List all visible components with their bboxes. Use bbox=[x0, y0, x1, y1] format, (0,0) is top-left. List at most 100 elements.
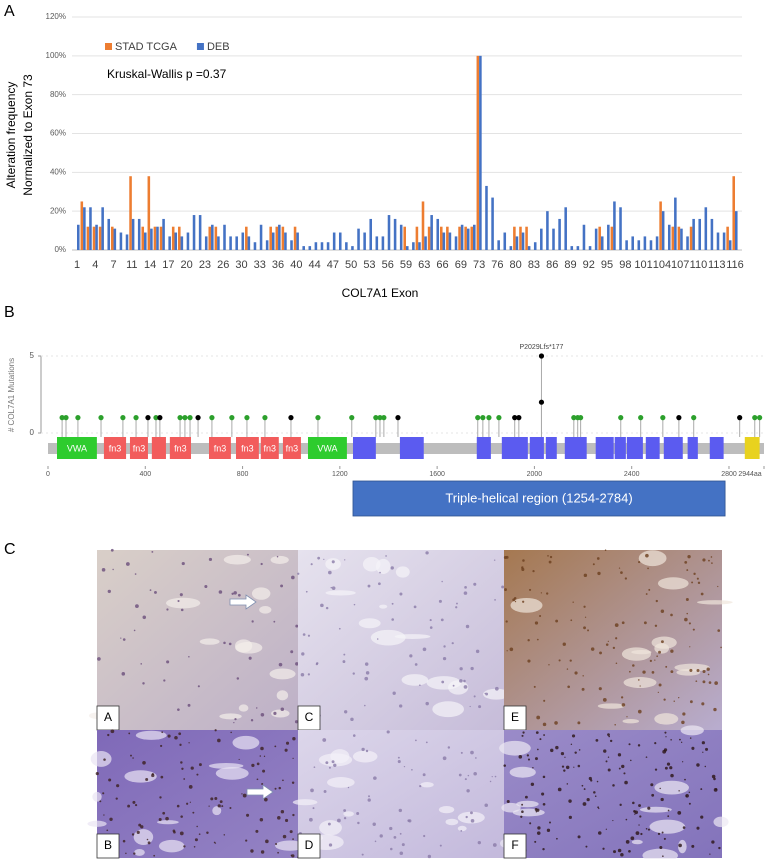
nucleus bbox=[529, 822, 532, 825]
nucleus bbox=[599, 651, 602, 655]
nucleus bbox=[425, 741, 428, 744]
nucleus bbox=[684, 778, 686, 781]
gland bbox=[713, 816, 729, 828]
nucleus bbox=[670, 670, 674, 674]
x-tick-label: 59 bbox=[400, 259, 412, 271]
gland bbox=[158, 839, 185, 853]
bar bbox=[430, 215, 433, 250]
nucleus bbox=[214, 729, 217, 732]
mutation-point bbox=[120, 415, 126, 421]
x-tick-label: 47 bbox=[327, 259, 339, 271]
mutation-point bbox=[98, 415, 104, 421]
x-tick-label: 2000 bbox=[527, 471, 543, 478]
nucleus bbox=[637, 744, 641, 747]
bar bbox=[159, 226, 163, 250]
nucleus bbox=[619, 803, 622, 807]
bar bbox=[716, 232, 720, 250]
nucleus bbox=[397, 760, 401, 764]
nucleus bbox=[230, 731, 232, 734]
bar bbox=[655, 236, 659, 250]
mutation-point bbox=[752, 415, 758, 421]
nucleus bbox=[557, 787, 562, 792]
arrow bbox=[246, 784, 274, 800]
nucleus bbox=[527, 659, 531, 663]
nucleus bbox=[503, 764, 506, 767]
gland bbox=[319, 820, 342, 836]
nucleus bbox=[151, 550, 154, 553]
domain-label: fn3 bbox=[214, 443, 227, 453]
nucleus bbox=[691, 581, 694, 584]
nucleus bbox=[620, 696, 624, 699]
nucleus bbox=[330, 586, 333, 589]
nucleus bbox=[546, 592, 549, 595]
bar bbox=[476, 55, 480, 251]
bar bbox=[619, 207, 622, 250]
nucleus bbox=[323, 558, 325, 560]
nucleus bbox=[657, 832, 661, 836]
nucleus bbox=[259, 755, 262, 757]
nucleus bbox=[142, 682, 145, 685]
domain-label: fn3 bbox=[264, 443, 277, 453]
nucleus bbox=[467, 774, 470, 777]
image-label: E bbox=[511, 710, 519, 724]
gland bbox=[358, 618, 381, 629]
mutation-point bbox=[638, 415, 644, 421]
gland bbox=[621, 647, 652, 661]
domain bbox=[614, 437, 626, 459]
nucleus bbox=[274, 787, 277, 790]
nucleus bbox=[160, 775, 164, 779]
nucleus bbox=[509, 647, 514, 652]
gland bbox=[438, 806, 455, 814]
nucleus bbox=[670, 739, 672, 741]
nucleus bbox=[188, 655, 190, 658]
nucleus bbox=[639, 815, 642, 818]
nucleus bbox=[166, 660, 170, 664]
nucleus bbox=[343, 809, 347, 812]
gland bbox=[516, 800, 539, 808]
nucleus bbox=[176, 804, 180, 808]
nucleus bbox=[292, 838, 294, 840]
nucleus bbox=[179, 831, 184, 836]
nucleus bbox=[514, 600, 517, 603]
nucleus bbox=[284, 748, 288, 752]
region-label: Triple-helical region (1254-2784) bbox=[445, 490, 632, 505]
nucleus bbox=[238, 758, 240, 761]
nucleus bbox=[278, 786, 282, 790]
x-tick-label: 14 bbox=[144, 259, 156, 271]
bar bbox=[284, 232, 287, 250]
nucleus bbox=[174, 736, 178, 740]
gland bbox=[270, 555, 289, 564]
nucleus bbox=[214, 842, 217, 844]
bar bbox=[281, 226, 285, 250]
bar bbox=[223, 224, 226, 250]
bar bbox=[110, 226, 114, 250]
nucleus bbox=[645, 756, 648, 758]
mutation-point bbox=[512, 415, 518, 421]
nucleus bbox=[399, 592, 403, 596]
nucleus bbox=[556, 837, 558, 840]
gland bbox=[370, 629, 406, 646]
nucleus bbox=[256, 762, 260, 766]
bar bbox=[513, 226, 516, 250]
domain-label: VWA bbox=[317, 443, 337, 453]
bar bbox=[393, 218, 397, 250]
nucleus bbox=[290, 650, 294, 654]
mutation-point bbox=[660, 415, 666, 421]
nucleus bbox=[429, 626, 433, 629]
nucleus bbox=[228, 642, 232, 646]
bar bbox=[594, 228, 598, 250]
nucleus bbox=[665, 665, 668, 668]
bar bbox=[198, 215, 202, 250]
domain-label: fn3 bbox=[286, 443, 299, 453]
nucleus bbox=[134, 573, 137, 575]
nucleus bbox=[485, 692, 489, 696]
y-axis-title: Normalized to Exon 73 bbox=[21, 74, 35, 196]
nucleus bbox=[522, 559, 525, 562]
gland bbox=[269, 668, 296, 680]
bar bbox=[427, 226, 431, 250]
nucleus bbox=[605, 760, 608, 763]
nucleus bbox=[473, 695, 476, 698]
nucleus bbox=[223, 834, 226, 836]
nucleus bbox=[352, 734, 356, 737]
nucleus bbox=[664, 731, 667, 734]
